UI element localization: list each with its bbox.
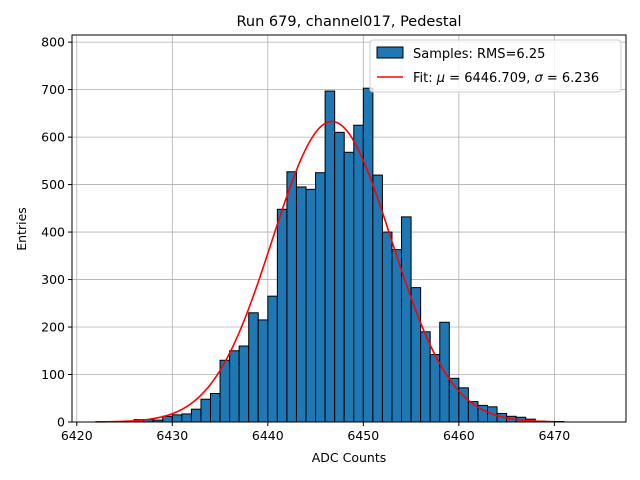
histogram-bar [190, 408, 202, 423]
gaussian-fit-curve [95, 120, 555, 423]
histogram-bar [257, 319, 269, 423]
legend-fit-sigma-symbol: σ [535, 71, 544, 86]
legend-samples-swatch [376, 46, 404, 59]
legend-fit-mu-value: = 6446.709, [445, 71, 534, 86]
x-tick-label: 6430 [156, 428, 188, 443]
histogram-bar [353, 124, 364, 423]
x-axis-label: ADC Counts [312, 450, 387, 465]
histogram-bar [276, 208, 288, 423]
legend-frame [369, 39, 622, 93]
histogram-bar [343, 151, 355, 423]
histogram-bars [95, 87, 565, 423]
chart-title: Run 679, channel017, Pedestal [236, 14, 461, 30]
histogram-bar [391, 249, 403, 423]
y-tick-label: 300 [41, 272, 65, 287]
histogram-bar [362, 87, 374, 423]
y-tick-label: 800 [41, 35, 65, 50]
y-tick-label: 400 [41, 225, 65, 240]
y-tick-label: 0 [57, 415, 65, 430]
histogram-bar [324, 90, 336, 423]
y-tick-label: 100 [41, 367, 65, 382]
histogram-bar [401, 216, 412, 423]
histogram-bar [210, 393, 221, 423]
histogram-bar [305, 188, 317, 423]
x-tick-label: 6450 [347, 428, 379, 443]
y-tick-label: 600 [41, 130, 65, 145]
plot-frame [71, 34, 627, 423]
legend-samples-label: Samples: RMS=6.25 [413, 47, 545, 62]
x-tick-label: 6470 [538, 428, 570, 443]
histogram-bar [334, 131, 345, 423]
histogram-bar [372, 174, 383, 423]
histogram-bar [381, 231, 393, 423]
histogram-bar [410, 287, 422, 423]
histogram-bar [267, 295, 278, 423]
legend-fit-prefix: Fit: [413, 71, 437, 86]
histogram-bar [295, 186, 307, 423]
y-tick-label: 200 [41, 320, 65, 335]
histogram-bar [162, 415, 173, 423]
legend-fit-label: Fit: μ = 6446.709, σ = 6.236 [413, 71, 599, 86]
histogram-bar [286, 171, 297, 423]
legend: Samples: RMS=6.25 Fit: μ = 6446.709, σ =… [369, 39, 622, 93]
legend-fit-sigma-value: = 6.236 [543, 71, 599, 86]
histogram-bar [238, 345, 250, 423]
histogram-bar [171, 414, 183, 423]
x-tick-label: 6420 [61, 428, 93, 443]
histogram-bar [200, 398, 211, 423]
y-tick-label: 500 [41, 177, 65, 192]
y-axis-ticks: 0 100 200 300 400 500 600 700 800 [41, 35, 72, 430]
histogram-bar [315, 172, 326, 423]
legend-fit-mu-symbol: μ [436, 71, 445, 86]
y-axis-label: Entries [14, 207, 29, 251]
histogram-bar [181, 413, 192, 423]
x-tick-label: 6440 [252, 428, 284, 443]
histogram-bar [248, 312, 259, 423]
histogram-bar [429, 354, 441, 423]
y-tick-label: 700 [41, 82, 65, 97]
x-axis-ticks: 6420 6430 6440 6450 6460 6470 [61, 422, 570, 443]
histogram-bar [229, 350, 240, 423]
x-tick-label: 6460 [443, 428, 475, 443]
histogram-bar [420, 331, 431, 423]
